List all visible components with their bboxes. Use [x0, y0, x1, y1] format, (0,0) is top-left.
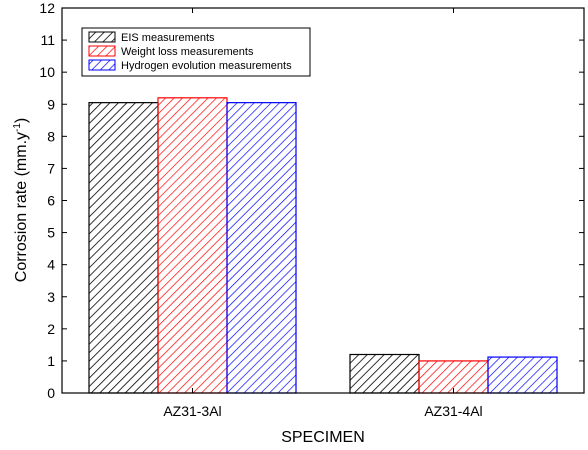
legend-swatch-eis [88, 31, 116, 43]
y-tick-label: 1 [47, 353, 55, 369]
y-tick-label: 4 [47, 257, 55, 273]
legend-swatch-weight-loss [88, 45, 116, 57]
y-axis-title-close: ) [13, 118, 30, 123]
y-tick-label: 2 [47, 321, 55, 337]
y-tick-label: 12 [39, 0, 55, 16]
x-category-label: AZ31-3Al [163, 403, 221, 419]
plot-area-frame [61, 7, 585, 394]
bar-az31-3al-series-1 [157, 97, 228, 394]
y-tick-label: 11 [40, 32, 55, 48]
y-tick-label: 5 [47, 225, 55, 241]
y-tick-label: 6 [47, 193, 55, 209]
bar-az31-4al-series-1 [418, 360, 489, 394]
y-axis-title: Corrosion rate (mm.y-1) [12, 118, 30, 282]
y-tick-label: 3 [47, 289, 55, 305]
legend-label-hydrogen: Hydrogen evolution measurements [121, 60, 292, 72]
bar-az31-4al-series-0 [349, 353, 420, 394]
legend-label-eis: EIS measurements [121, 32, 215, 44]
bar-az31-3al-series-0 [88, 102, 159, 394]
y-axis-title-main: Corrosion rate (mm.y [13, 132, 30, 282]
legend: EIS measurements Weight loss measurement… [81, 27, 311, 77]
legend-label-weight-loss: Weight loss measurements [121, 46, 254, 58]
y-tick-label: 7 [47, 160, 55, 176]
y-tick-label: 8 [47, 128, 55, 144]
x-axis-title: SPECIMEN [281, 429, 365, 446]
y-tick-label: 10 [39, 64, 55, 80]
legend-swatch-hydrogen [88, 59, 116, 71]
x-category-label: AZ31-4Al [424, 403, 482, 419]
legend-box [81, 27, 311, 77]
y-tick-label: 9 [47, 96, 55, 112]
y-axis-title-superscript: -1 [12, 123, 23, 132]
bar-az31-3al-series-2 [226, 102, 297, 394]
y-tick-label: 0 [47, 385, 55, 401]
x-axis-ticks: AZ31-3Al AZ31-4Al [163, 8, 483, 419]
bars-group [88, 97, 558, 394]
bar-az31-4al-series-2 [487, 356, 558, 394]
